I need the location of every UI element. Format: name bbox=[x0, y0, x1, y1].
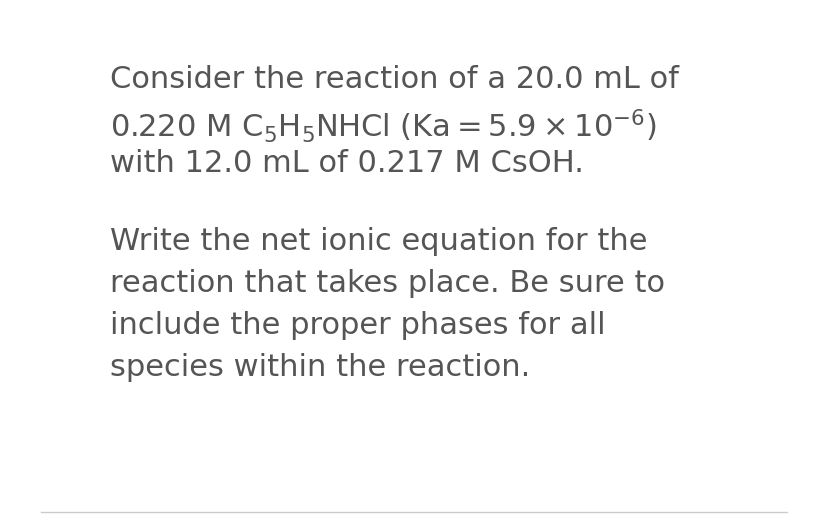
Text: with 12.0 mL of 0.217 M CsOH.: with 12.0 mL of 0.217 M CsOH. bbox=[110, 149, 583, 178]
Text: species within the reaction.: species within the reaction. bbox=[110, 353, 529, 381]
Text: $0.220\ \mathrm{M\ C_5H_5NHCl\ (Ka = 5.9 \times 10^{-6})}$: $0.220\ \mathrm{M\ C_5H_5NHCl\ (Ka = 5.9… bbox=[110, 107, 656, 145]
Text: reaction that takes place. Be sure to: reaction that takes place. Be sure to bbox=[110, 269, 664, 298]
Text: Consider the reaction of a 20.0 mL of: Consider the reaction of a 20.0 mL of bbox=[110, 65, 678, 94]
Text: include the proper phases for all: include the proper phases for all bbox=[110, 311, 605, 340]
Text: Write the net ionic equation for the: Write the net ionic equation for the bbox=[110, 227, 647, 256]
